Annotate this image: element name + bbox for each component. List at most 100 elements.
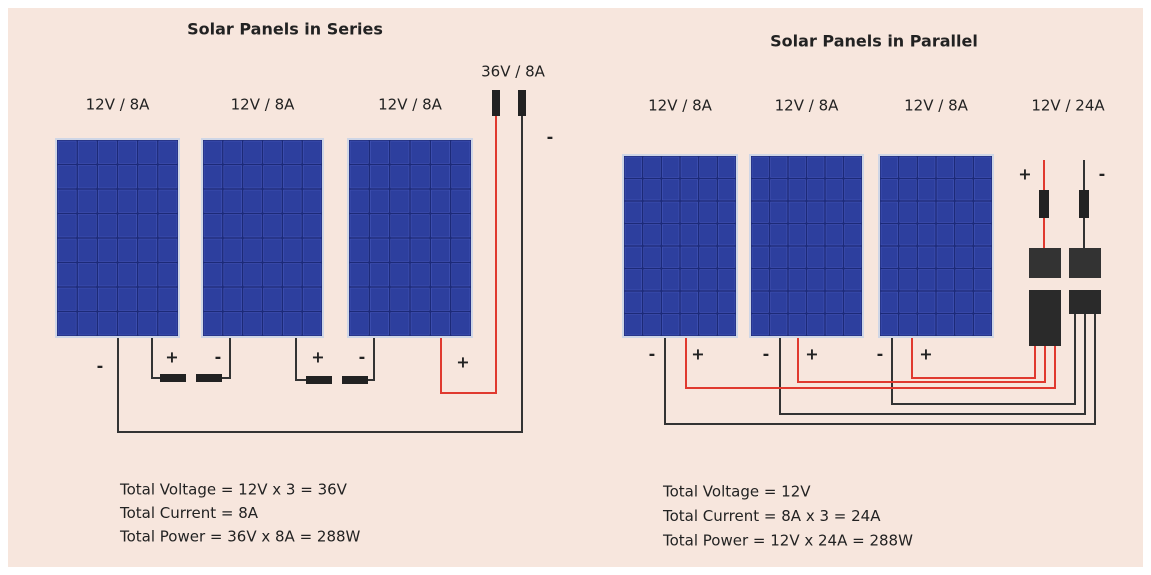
cell [936,246,954,268]
cell [243,189,262,213]
minus-sign: - [359,348,366,367]
cell [118,263,137,287]
cell [302,312,322,336]
cell [223,263,242,287]
parallel-wires [664,160,1101,425]
cell [431,238,450,262]
cell [643,291,661,313]
cell [825,246,843,268]
cell [243,140,262,164]
connector [1069,248,1101,278]
panel-body [57,140,178,336]
cell [77,263,97,287]
cell [158,189,178,213]
cell [263,140,282,164]
cell [880,201,898,223]
cell [955,224,973,246]
cell [410,140,430,164]
cell [98,312,117,336]
solar-panel [55,138,180,338]
cell [807,269,825,291]
cell [370,140,389,164]
cell [138,214,158,238]
cell [974,201,992,223]
cell [349,214,369,238]
cell [624,201,642,223]
cell [624,246,642,268]
cell [718,246,736,268]
cell [936,314,954,336]
connector [342,376,368,384]
cell [974,224,992,246]
panel-body [751,156,862,336]
cell [98,140,117,164]
cell [431,287,450,311]
cell [662,156,680,178]
cell [680,314,698,336]
cell [263,189,282,213]
panel-label: 12V / 8A [231,96,295,114]
cell [955,201,973,223]
cell [718,201,736,223]
cell [118,214,137,238]
cell [880,246,898,268]
cell [203,140,223,164]
cell [662,269,680,291]
cell [431,214,450,238]
cell [936,291,954,313]
cell [158,312,178,336]
cell [807,246,825,268]
cell [410,165,430,189]
cell [751,314,769,336]
series-wires [117,90,526,433]
cell [158,214,178,238]
cell [223,189,242,213]
cell [158,238,178,262]
connector [1039,190,1049,218]
cell [283,140,302,164]
cell [263,214,282,238]
cell [699,314,717,336]
panel-body [349,140,471,336]
solar-panel [622,154,738,338]
minus-sign: - [97,357,104,376]
panel-body [624,156,736,336]
cell [451,140,471,164]
cell [243,214,262,238]
cell [844,179,862,201]
cell [825,269,843,291]
cell [283,238,302,262]
cell [751,156,769,178]
cell [899,224,917,246]
connector [518,90,526,116]
cell [302,238,322,262]
panel-label: 12V / 8A [904,97,968,115]
total-line: Total Voltage = 12V x 3 = 36V [119,481,348,499]
cell [899,246,917,268]
cell [283,165,302,189]
cell [370,238,389,262]
cell [57,165,77,189]
cell [844,224,862,246]
cell [349,189,369,213]
cell [844,291,862,313]
cell [203,238,223,262]
cell [451,287,471,311]
cell [974,314,992,336]
cell [718,179,736,201]
cell [955,246,973,268]
cell [410,312,430,336]
plus-sign: + [805,345,818,364]
series-output: 36V / 8A [481,63,545,81]
cell [955,156,973,178]
cell [624,224,642,246]
cell [662,291,680,313]
connector [306,376,332,384]
cell [370,287,389,311]
cell [955,291,973,313]
cell [918,201,936,223]
cell [431,263,450,287]
cell [410,214,430,238]
cell [662,201,680,223]
cell [203,263,223,287]
